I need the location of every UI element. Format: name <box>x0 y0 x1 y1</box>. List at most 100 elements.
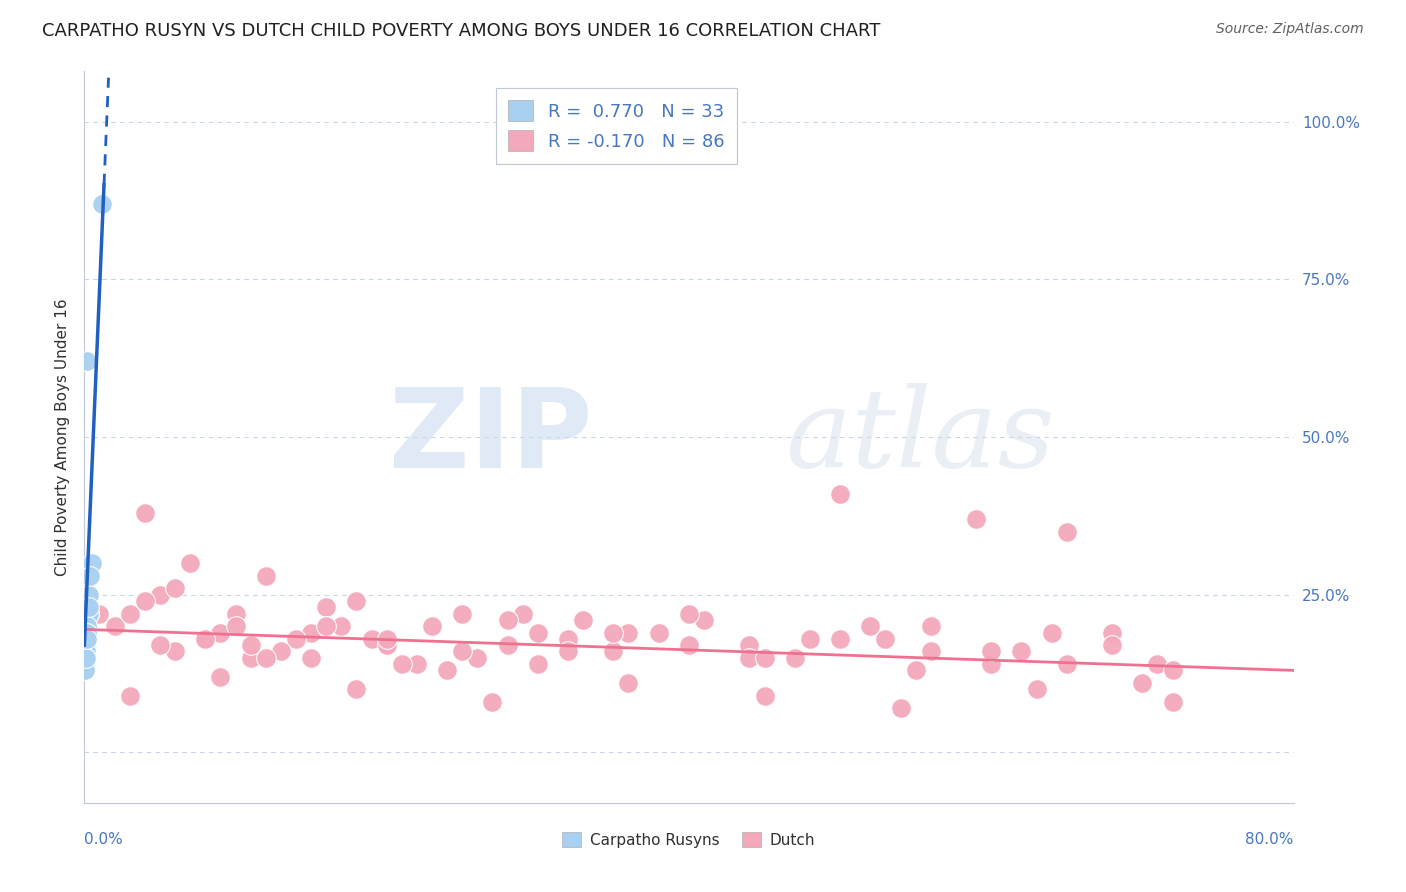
Point <box>80 556 103 570</box>
Point <box>830 487 852 501</box>
Point <box>239 638 262 652</box>
Point <box>572 613 595 627</box>
Point <box>75 644 97 658</box>
Point <box>693 613 716 627</box>
Point <box>75 650 97 665</box>
Text: 80.0%: 80.0% <box>1246 832 1294 847</box>
Point <box>1056 657 1078 671</box>
Point <box>496 613 519 627</box>
Point <box>254 569 277 583</box>
Point <box>299 650 322 665</box>
Point <box>75 650 97 665</box>
Point <box>617 625 640 640</box>
Point <box>76 638 98 652</box>
Point <box>391 657 413 671</box>
Point <box>527 625 550 640</box>
Point <box>77 600 100 615</box>
Point <box>73 664 96 678</box>
Text: 0.0%: 0.0% <box>84 832 124 847</box>
Point <box>602 625 624 640</box>
Y-axis label: Child Poverty Among Boys Under 16: Child Poverty Among Boys Under 16 <box>55 298 70 576</box>
Point <box>118 607 141 621</box>
Point <box>1040 625 1063 640</box>
Point <box>1161 695 1184 709</box>
Text: ZIP: ZIP <box>389 384 592 491</box>
Point <box>617 676 640 690</box>
Point <box>406 657 429 671</box>
Point <box>1011 644 1033 658</box>
Point <box>285 632 308 646</box>
Text: atlas: atlas <box>786 384 1056 491</box>
Point <box>965 512 987 526</box>
Point <box>451 607 474 621</box>
Point <box>799 632 821 646</box>
Point <box>738 638 761 652</box>
Point <box>194 632 217 646</box>
Point <box>980 644 1002 658</box>
Point <box>75 638 97 652</box>
Text: Source: ZipAtlas.com: Source: ZipAtlas.com <box>1216 22 1364 37</box>
Point <box>76 632 98 646</box>
Point <box>920 644 942 658</box>
Point <box>375 632 398 646</box>
Point <box>375 638 398 652</box>
Point <box>375 638 398 652</box>
Point <box>315 600 337 615</box>
Point <box>557 644 579 658</box>
Point <box>91 196 114 211</box>
Point <box>346 594 368 608</box>
Point <box>512 607 534 621</box>
Point <box>330 619 353 633</box>
Point <box>738 650 761 665</box>
Point <box>254 650 277 665</box>
Point <box>1101 625 1123 640</box>
Point <box>75 657 97 671</box>
Point <box>451 644 474 658</box>
Point <box>209 625 232 640</box>
Point <box>134 594 156 608</box>
Point <box>346 682 368 697</box>
Point <box>89 607 111 621</box>
Point <box>75 644 97 658</box>
Point <box>1161 664 1184 678</box>
Point <box>557 632 579 646</box>
Point <box>77 588 100 602</box>
Point <box>75 638 97 652</box>
Point <box>179 556 201 570</box>
Point <box>225 619 247 633</box>
Point <box>79 569 101 583</box>
Point <box>754 650 776 665</box>
Point <box>270 644 292 658</box>
Point <box>602 644 624 658</box>
Point <box>75 632 97 646</box>
Point <box>194 632 217 646</box>
Point <box>678 638 700 652</box>
Point <box>239 650 262 665</box>
Point <box>648 625 671 640</box>
Point <box>496 638 519 652</box>
Point <box>420 619 443 633</box>
Point <box>859 619 882 633</box>
Point <box>75 625 97 640</box>
Point <box>77 607 100 621</box>
Point <box>76 354 98 368</box>
Point <box>1130 676 1153 690</box>
Point <box>754 689 776 703</box>
Text: CARPATHO RUSYN VS DUTCH CHILD POVERTY AMONG BOYS UNDER 16 CORRELATION CHART: CARPATHO RUSYN VS DUTCH CHILD POVERTY AM… <box>42 22 880 40</box>
Point <box>75 650 97 665</box>
Point <box>104 619 127 633</box>
Point <box>76 619 98 633</box>
Point <box>76 619 98 633</box>
Point <box>436 664 458 678</box>
Point <box>165 582 187 596</box>
Point <box>467 650 489 665</box>
Legend: Carpatho Rusyns, Dutch: Carpatho Rusyns, Dutch <box>557 825 821 854</box>
Point <box>299 625 322 640</box>
Point <box>678 607 700 621</box>
Point <box>783 650 806 665</box>
Point <box>165 644 187 658</box>
Point <box>75 638 97 652</box>
Point <box>980 657 1002 671</box>
Point <box>225 607 247 621</box>
Point <box>118 689 141 703</box>
